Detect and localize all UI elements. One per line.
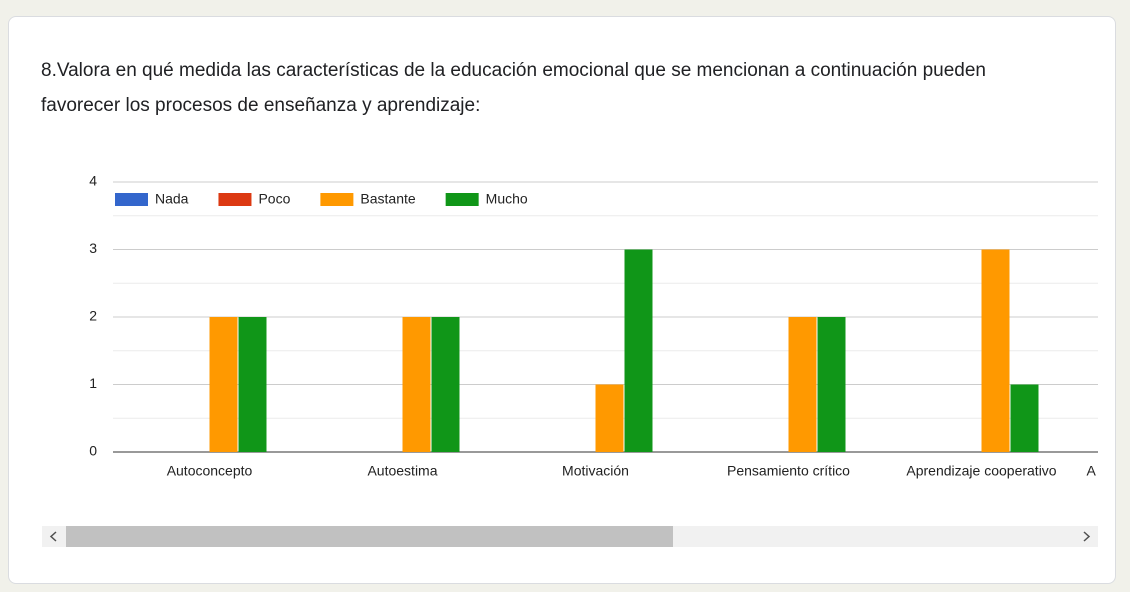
legend-swatch [445, 193, 479, 206]
bar [624, 249, 653, 452]
legend-swatch [320, 193, 354, 206]
legend-label: Poco [258, 191, 290, 207]
bar [431, 317, 460, 452]
question-title: 8.Valora en qué medida las característic… [41, 60, 986, 116]
bar [817, 317, 846, 452]
bar [209, 317, 238, 452]
bar [402, 317, 431, 452]
x-tick-label: Pensamiento crítico [727, 463, 850, 479]
y-tick-label: 2 [89, 308, 97, 324]
card: 8.Valora en qué medida las característic… [8, 16, 1116, 584]
scroll-right[interactable] [1083, 531, 1091, 542]
legend-swatch [218, 193, 252, 206]
bar [595, 384, 624, 452]
bar [1010, 384, 1039, 452]
bar [238, 317, 267, 452]
bar [788, 317, 817, 452]
bar [981, 249, 1010, 452]
x-tick-label: A [1087, 463, 1097, 479]
legend-label: Nada [155, 191, 189, 207]
scroll-left[interactable] [49, 531, 57, 542]
x-tick-label: Autoconcepto [167, 463, 253, 479]
scrollbar[interactable] [42, 526, 1098, 547]
y-tick-label: 0 [89, 443, 97, 459]
y-tick-label: 1 [89, 375, 97, 391]
y-tick-label: 3 [89, 240, 97, 256]
scroll-thumb[interactable] [66, 526, 673, 547]
legend-label: Mucho [486, 191, 528, 207]
legend-swatch [115, 193, 148, 206]
x-tick-label: Motivación [562, 463, 629, 479]
y-tick-label: 4 [89, 173, 97, 189]
legend-label: Bastante [360, 191, 415, 207]
x-tick-label: Aprendizaje cooperativo [906, 463, 1056, 479]
x-tick-label: Autoestima [367, 463, 437, 479]
